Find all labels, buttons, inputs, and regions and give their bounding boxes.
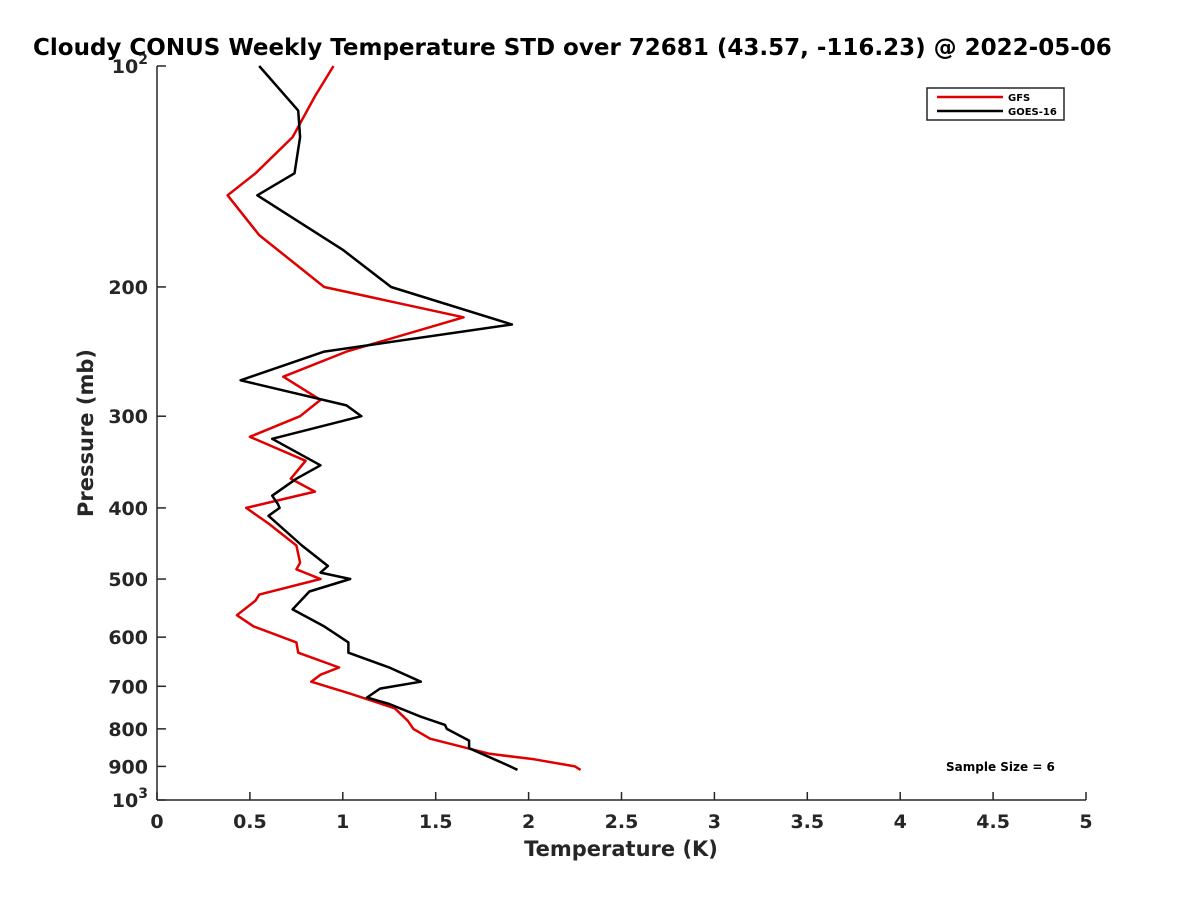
x-tick-label: 5 bbox=[1079, 811, 1092, 833]
legend-label-goes16: GOES-16 bbox=[1008, 107, 1057, 118]
plot-lines bbox=[226, 65, 582, 772]
y-tick-label: 700 bbox=[108, 676, 148, 698]
legend-box bbox=[926, 87, 1065, 121]
legend-label-gfs: GFS bbox=[1008, 93, 1030, 104]
x-axis-label: Temperature (K) bbox=[524, 837, 718, 861]
y-tick-label: 500 bbox=[108, 569, 148, 591]
series-line-gfs bbox=[226, 65, 582, 771]
y-tick-label: 200 bbox=[108, 277, 148, 299]
series-line-goes16 bbox=[239, 65, 519, 772]
sample-size-annotation: Sample Size = 6 bbox=[946, 760, 1055, 774]
x-tick-label: 3.5 bbox=[790, 811, 824, 833]
x-tick-label: 2.5 bbox=[605, 811, 639, 833]
y-tick-label: 103 bbox=[112, 786, 148, 812]
x-tick-label: 3 bbox=[708, 811, 721, 833]
x-tick-label: 0 bbox=[150, 811, 163, 833]
y-axis-label: Pressure (mb) bbox=[74, 349, 98, 517]
chart-title: Cloudy CONUS Weekly Temperature STD over… bbox=[33, 35, 1112, 61]
x-tick-label: 2 bbox=[522, 811, 535, 833]
y-tick-label: 300 bbox=[108, 406, 148, 428]
x-tick-label: 0.5 bbox=[233, 811, 267, 833]
y-tick-label: 102 bbox=[112, 52, 148, 78]
x-tick-label: 4.5 bbox=[976, 811, 1010, 833]
y-ticks: 102 200 300 400 500 600 700 800 900 103 bbox=[108, 52, 166, 812]
legend: GFS GOES-16 bbox=[926, 87, 1065, 121]
y-tick-label: 800 bbox=[108, 719, 148, 741]
y-tick-label: 600 bbox=[108, 627, 148, 649]
x-ticks: 0 0.5 1 1.5 2 2.5 3 3.5 4 4.5 5 bbox=[150, 792, 1093, 833]
x-tick-label: 4 bbox=[894, 811, 907, 833]
x-tick-label: 1 bbox=[336, 811, 349, 833]
x-tick-label: 1.5 bbox=[419, 811, 453, 833]
y-tick-label: 400 bbox=[108, 498, 148, 520]
y-tick-label: 900 bbox=[108, 756, 148, 778]
